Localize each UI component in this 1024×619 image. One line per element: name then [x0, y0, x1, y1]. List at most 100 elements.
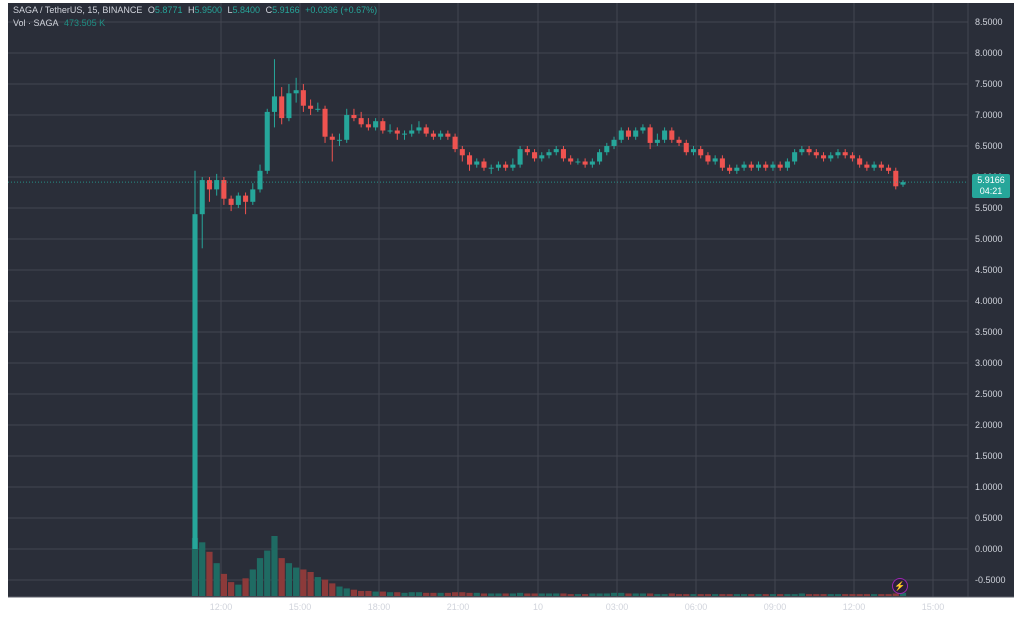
candle-body: [351, 115, 357, 119]
volume-bar: [538, 593, 545, 596]
candle-body: [553, 149, 559, 153]
volume-bar: [379, 591, 386, 596]
volume-bar: [740, 594, 748, 596]
candle-body: [228, 198, 234, 205]
volume-bar: [466, 592, 473, 596]
candle-body: [293, 90, 299, 94]
lightning-bolt-icon[interactable]: ⚡: [892, 578, 908, 594]
x-tick-label: 21:00: [447, 602, 470, 612]
candle-body: [734, 167, 740, 171]
candle-body: [719, 158, 725, 168]
volume-bar: [748, 594, 755, 596]
candle-body: [886, 167, 892, 171]
close-label: C: [265, 5, 273, 15]
candle-body: [618, 130, 624, 140]
volume-bar: [321, 579, 329, 596]
volume-bar: [834, 594, 842, 596]
candle-body: [467, 155, 473, 165]
low-label: L: [227, 5, 233, 15]
volume-bar: [300, 569, 307, 596]
x-tick-label: 18:00: [368, 602, 391, 612]
x-tick-label: 15:00: [922, 602, 945, 612]
candle-body: [842, 152, 848, 156]
candle-body: [727, 167, 733, 171]
candle-body: [575, 161, 581, 163]
volume-bar: [849, 594, 856, 596]
candle-body: [560, 149, 566, 159]
candle-body: [539, 155, 545, 159]
volume-bar: [401, 592, 408, 596]
candle-body: [459, 149, 465, 156]
volume-bar: [870, 594, 878, 596]
volume-bar: [755, 594, 762, 596]
candle-body: [864, 164, 870, 168]
volume-bar: [372, 591, 379, 596]
y-tick-label: 5.5000: [975, 203, 1003, 213]
x-tick-label: 03:00: [606, 602, 629, 612]
volume-bar: [712, 594, 719, 596]
volume-bar: [480, 593, 488, 596]
candle-body: [423, 127, 429, 134]
candle-body: [625, 130, 631, 137]
volume-bar: [553, 593, 560, 596]
open-label: O: [147, 5, 155, 15]
volume-bar: [423, 592, 430, 596]
volume-bar: [856, 594, 863, 596]
volume-bar: [451, 592, 459, 596]
candle-body: [336, 139, 343, 141]
candle-body: [452, 136, 458, 150]
candle-body: [784, 161, 790, 168]
volume-bar: [271, 536, 278, 596]
volume-bar: [516, 592, 524, 596]
volume-bar: [394, 592, 401, 596]
volume-bar: [878, 594, 885, 596]
volume-bar: [336, 586, 343, 596]
volume-bar: [408, 592, 415, 596]
candle-body: [748, 164, 754, 168]
candle-body: [871, 164, 877, 168]
candle-body: [705, 155, 711, 162]
volume-bar: [509, 593, 516, 596]
candle-body: [206, 180, 212, 190]
volume-bar: [842, 594, 849, 596]
volume-bar: [647, 593, 654, 596]
volume-bar: [437, 592, 444, 596]
volume-bar: [524, 593, 531, 596]
volume-bar: [199, 542, 206, 596]
candle-body: [676, 139, 682, 143]
volume-bar: [545, 593, 553, 596]
candle-body: [597, 152, 603, 162]
volume-bar: [668, 593, 675, 596]
candle-body: [192, 214, 198, 549]
x-tick-label: 12:00: [210, 602, 233, 612]
candle-body: [755, 164, 762, 168]
candle-body: [344, 115, 350, 140]
candle-body: [568, 158, 574, 162]
volume-bar: [603, 593, 610, 596]
candle-body: [546, 152, 552, 156]
volume-bar: [704, 594, 712, 596]
candle-body: [401, 133, 408, 135]
candle-body: [799, 149, 805, 153]
volume-bar: [675, 594, 683, 596]
candle-body: [662, 130, 668, 140]
volume-bar: [560, 593, 567, 596]
volume-bar: [473, 592, 480, 596]
candle-body: [430, 133, 436, 137]
x-tick-label: 06:00: [685, 602, 708, 612]
high-value: 5.9500: [194, 5, 222, 15]
candle-body: [777, 164, 783, 168]
volume-bar: [596, 593, 603, 596]
candle-body: [698, 149, 704, 156]
volume-bar: [249, 569, 256, 596]
volume-bar: [256, 558, 264, 596]
low-value: 5.8400: [232, 5, 261, 15]
volume-bar: [343, 588, 350, 596]
volume-bar: [791, 594, 798, 596]
candle-body: [279, 96, 285, 119]
volume-bar: [488, 593, 495, 596]
volume-bar: [769, 594, 777, 596]
y-tick-label: 3.5000: [975, 327, 1003, 337]
y-tick-label: 6.5000: [975, 141, 1003, 151]
